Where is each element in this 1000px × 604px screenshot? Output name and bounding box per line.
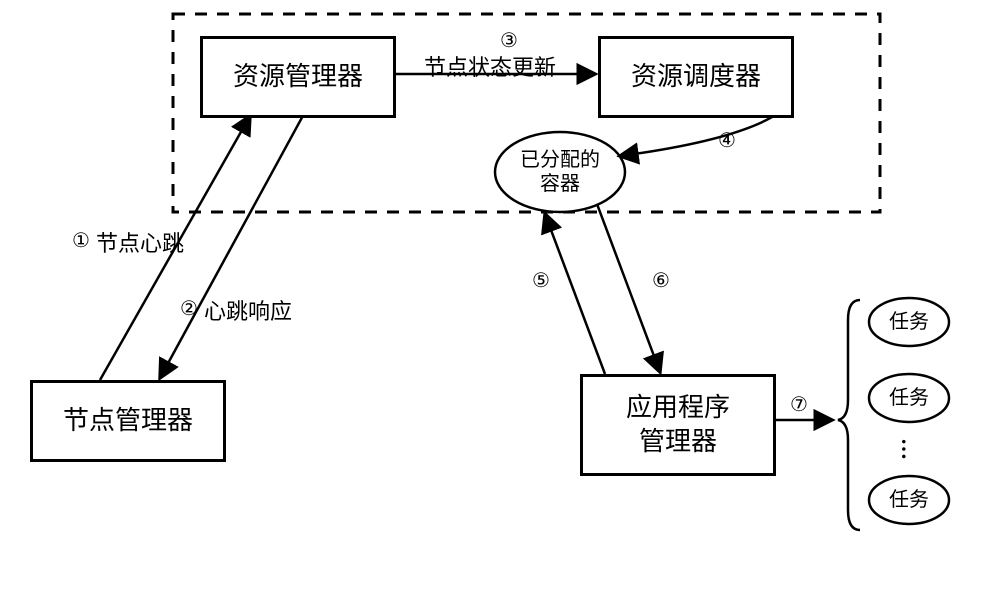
edge-5 (545, 214, 605, 374)
edge-2-label: 心跳响应 (204, 294, 292, 326)
edge-4 (620, 112, 780, 156)
diagram-svg (0, 0, 1000, 604)
task-2-text: 任务 (869, 374, 949, 422)
resource-scheduler-box: 资源调度器 (598, 36, 794, 118)
node-manager-box: 节点管理器 (30, 380, 226, 462)
app-manager-box: 应用程序 管理器 (580, 374, 776, 476)
resource-manager-label: 资源管理器 (233, 60, 363, 94)
edge-7-num: ⑦ (790, 392, 808, 417)
task-3-text: 任务 (869, 476, 949, 524)
edge-2-num: ② (180, 296, 198, 321)
edge-3-label: 节点状态更新 (424, 50, 556, 82)
edge-6-num: ⑥ (652, 268, 670, 293)
edge-4-num: ④ (718, 128, 736, 153)
task-bracket (838, 300, 860, 530)
app-manager-label: 应用程序 管理器 (626, 391, 730, 459)
resource-manager-box: 资源管理器 (200, 36, 396, 118)
edge-6 (597, 204, 660, 372)
allocated-container-text: 已分配的 容器 (495, 132, 625, 212)
task-1-text: 任务 (869, 298, 949, 346)
edge-5-num: ⑤ (532, 268, 550, 293)
edge-1-label: 节点心跳 (96, 226, 184, 258)
task-dots: … (896, 438, 922, 460)
edge-1-num: ① (72, 228, 90, 253)
node-manager-label: 节点管理器 (63, 404, 193, 438)
resource-scheduler-label: 资源调度器 (631, 60, 761, 94)
